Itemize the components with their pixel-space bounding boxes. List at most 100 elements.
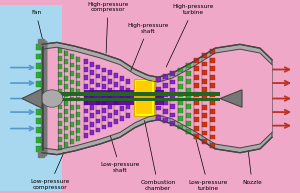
Bar (58, 64, 62, 69)
Bar (156, 106, 161, 110)
Bar (102, 92, 106, 97)
Bar (70, 122, 74, 127)
Bar (194, 66, 199, 71)
Bar (210, 100, 215, 105)
Text: High-pressure
turbine: High-pressure turbine (166, 4, 214, 67)
Bar (102, 76, 106, 80)
Bar (108, 113, 112, 118)
Bar (64, 101, 68, 106)
Bar (120, 86, 124, 91)
Bar (126, 88, 130, 92)
Bar (163, 118, 168, 123)
Bar (58, 105, 62, 109)
Bar (114, 91, 118, 96)
Bar (76, 57, 80, 62)
Bar (178, 117, 183, 121)
Bar (58, 80, 62, 85)
Bar (38, 40, 44, 45)
Bar (170, 71, 175, 76)
Bar (202, 70, 207, 75)
Bar (194, 117, 199, 122)
Bar (84, 84, 88, 89)
Bar (64, 142, 68, 147)
Bar (84, 59, 88, 64)
Bar (36, 100, 41, 106)
Bar (76, 89, 80, 93)
Bar (70, 63, 74, 67)
Bar (114, 110, 118, 115)
Bar (58, 89, 62, 93)
Bar (194, 58, 199, 63)
Bar (170, 88, 175, 93)
Text: Low-pressure
shaft: Low-pressure shaft (100, 104, 140, 173)
Bar (84, 133, 88, 138)
Bar (42, 97, 220, 102)
Bar (40, 137, 45, 142)
Bar (36, 127, 41, 133)
Polygon shape (42, 42, 272, 155)
Bar (126, 79, 130, 84)
Bar (126, 96, 130, 101)
Bar (194, 100, 199, 105)
Bar (96, 83, 100, 87)
Bar (64, 117, 68, 122)
Bar (36, 137, 41, 142)
Bar (194, 92, 199, 97)
Bar (70, 105, 74, 110)
Bar (70, 80, 74, 84)
Bar (84, 117, 88, 122)
Bar (120, 96, 124, 101)
Bar (186, 71, 191, 76)
Bar (108, 88, 112, 92)
Bar (58, 72, 62, 77)
Bar (84, 108, 88, 113)
Bar (163, 83, 168, 88)
Bar (178, 92, 183, 97)
Bar (90, 122, 94, 127)
Bar (84, 67, 88, 72)
Polygon shape (0, 5, 62, 191)
Bar (42, 41, 46, 155)
Ellipse shape (41, 90, 63, 107)
Bar (194, 75, 199, 80)
Bar (36, 109, 41, 115)
Bar (136, 81, 152, 96)
Bar (126, 113, 130, 118)
Bar (186, 104, 191, 109)
Bar (178, 108, 183, 113)
Bar (58, 48, 62, 53)
Polygon shape (42, 47, 272, 150)
Bar (186, 130, 191, 134)
Bar (136, 100, 152, 114)
Bar (40, 72, 45, 78)
Bar (202, 53, 207, 58)
Bar (202, 62, 207, 66)
Bar (76, 81, 80, 85)
Bar (64, 125, 68, 130)
Bar (186, 121, 191, 126)
Bar (84, 125, 88, 130)
Bar (70, 139, 74, 144)
Bar (126, 105, 130, 109)
Bar (210, 92, 215, 97)
Text: Low-pressure
turbine: Low-pressure turbine (188, 138, 228, 191)
Bar (186, 79, 191, 84)
Bar (210, 75, 215, 80)
Bar (178, 68, 183, 72)
Bar (64, 68, 68, 73)
Text: Low-pressure
compressor: Low-pressure compressor (30, 152, 70, 190)
Bar (76, 120, 80, 125)
Bar (120, 106, 124, 111)
Text: High-pressure
compressor: High-pressure compressor (87, 2, 129, 53)
Bar (36, 63, 41, 69)
Bar (90, 113, 94, 118)
Bar (210, 135, 215, 139)
Bar (64, 59, 68, 64)
Bar (90, 62, 94, 67)
Bar (134, 96, 154, 101)
Bar (210, 58, 215, 63)
Bar (76, 113, 80, 117)
Bar (76, 136, 80, 141)
Bar (64, 51, 68, 56)
Bar (76, 73, 80, 78)
